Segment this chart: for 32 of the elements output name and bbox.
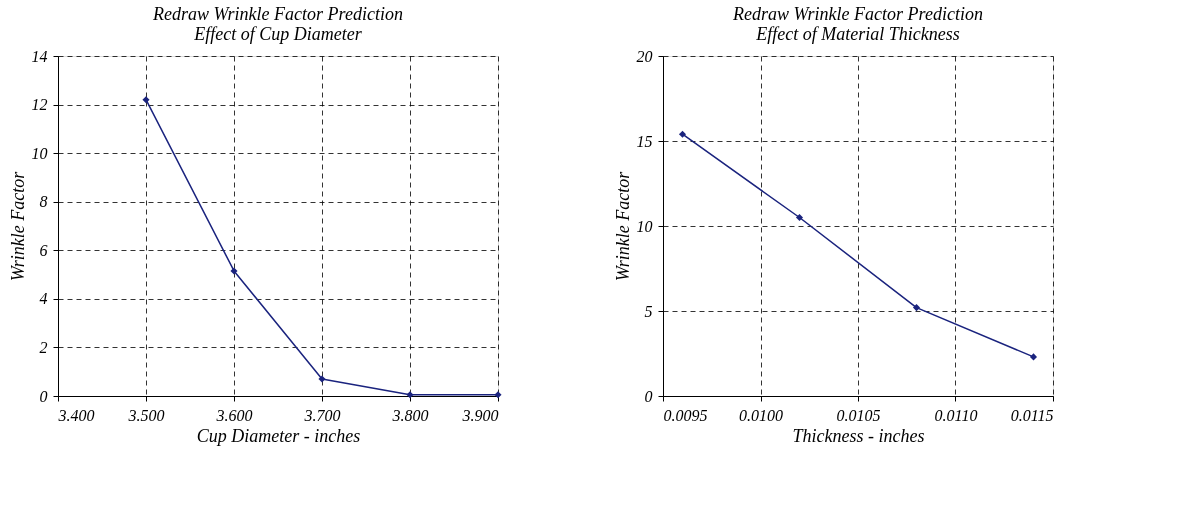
y-tick-label: 0 bbox=[39, 387, 48, 405]
x-tick-label: 3.500 bbox=[127, 406, 165, 424]
y-tick-label: 4 bbox=[39, 290, 48, 308]
y-axis-title: Wrinkle Factor bbox=[7, 170, 28, 282]
y-tick-label: 8 bbox=[39, 193, 48, 211]
x-axis-title: Cup Diameter - inches bbox=[196, 425, 361, 446]
x-tick-label: 3.400 bbox=[57, 406, 95, 424]
x-tick-label: 0.0115 bbox=[1010, 406, 1054, 424]
text: Redraw Wrinkle Factor Prediction bbox=[733, 4, 983, 24]
y-tick-label: 14 bbox=[31, 47, 48, 65]
x-axis-title: Thickness - inches bbox=[792, 425, 925, 446]
x-tick-label: 0.0095 bbox=[663, 406, 708, 424]
x-tick-label: 0.0100 bbox=[739, 406, 783, 424]
y-tick-label: 15 bbox=[636, 132, 653, 150]
y-axis-title: Wrinkle Factor bbox=[612, 170, 633, 282]
y-tick-label: 20 bbox=[636, 47, 653, 65]
text: Redraw Wrinkle Factor Prediction bbox=[153, 4, 403, 24]
x-tick-label: 3.700 bbox=[303, 406, 341, 424]
text: Effect of Cup Diameter bbox=[194, 24, 362, 44]
y-tick-label: 12 bbox=[31, 96, 48, 114]
y-tick-label: 10 bbox=[636, 217, 653, 235]
x-tick-label: 3.600 bbox=[215, 406, 253, 424]
x-tick-label: 3.900 bbox=[461, 406, 499, 424]
y-tick-label: 10 bbox=[31, 144, 48, 162]
y-tick-label: 2 bbox=[39, 338, 48, 356]
y-tick-label: 6 bbox=[39, 241, 48, 259]
x-tick-label: 0.0110 bbox=[934, 406, 978, 424]
x-tick-label: 0.0105 bbox=[836, 406, 881, 424]
x-tick-label: 3.800 bbox=[391, 406, 429, 424]
text: Effect of Material Thickness bbox=[756, 24, 960, 44]
y-tick-label: 5 bbox=[644, 302, 653, 320]
y-tick-label: 0 bbox=[644, 387, 653, 405]
